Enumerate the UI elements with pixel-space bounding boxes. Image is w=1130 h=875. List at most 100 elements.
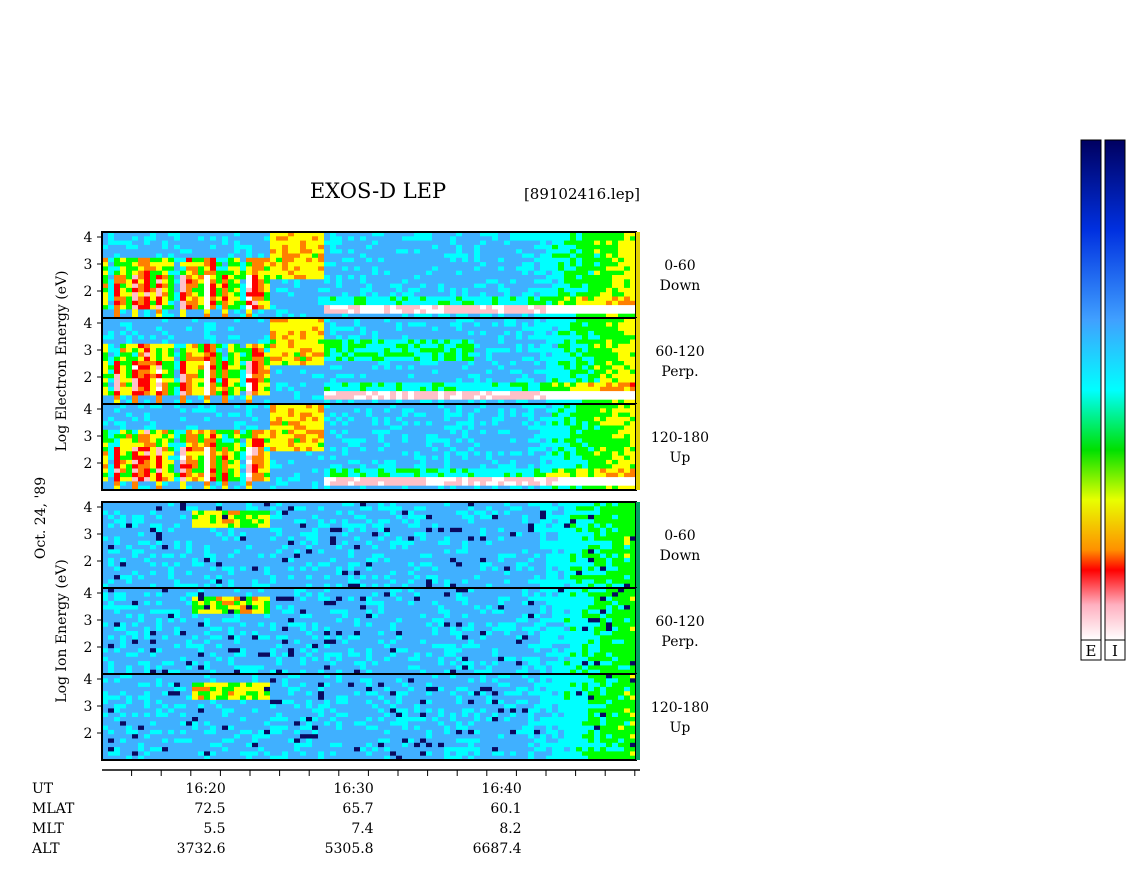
heatmap-cell: [570, 270, 577, 276]
heatmap-cell: [306, 292, 313, 297]
heatmap-cell: [426, 270, 433, 276]
heatmap-cell: [414, 287, 421, 293]
heatmap-cell: [480, 253, 487, 259]
heatmap-cell: [162, 236, 169, 241]
heatmap-cell: [552, 296, 559, 302]
heatmap-cell: [198, 391, 205, 396]
heatmap-cell: [270, 270, 277, 276]
heatmap-cell: [180, 270, 187, 276]
heatmap-cell: [276, 283, 283, 289]
heatmap-cell: [516, 472, 523, 478]
heatmap-cell: [168, 236, 175, 241]
heatmap-cell: [576, 322, 583, 327]
heatmap-cell: [258, 330, 265, 336]
heatmap-cell: [222, 330, 229, 336]
heatmap-cell: [450, 421, 457, 426]
heatmap-cell: [108, 361, 115, 366]
heatmap-cell: [318, 399, 325, 405]
heatmap-cell: [300, 468, 307, 474]
heatmap-cell: [342, 240, 349, 246]
heatmap-cell: [540, 365, 547, 370]
heatmap-cell: [300, 244, 307, 250]
heatmap-cell: [402, 464, 409, 469]
heatmap-cell: [186, 421, 193, 426]
heatmap-cell: [552, 348, 559, 353]
heatmap-cell: [624, 236, 631, 241]
heatmap-cell: [312, 408, 319, 413]
heatmap-cell: [426, 296, 433, 302]
heatmap-cell: [144, 464, 151, 469]
heatmap-cell: [570, 305, 577, 310]
heatmap-cell: [318, 421, 325, 426]
heatmap-cell: [528, 236, 535, 241]
heatmap-cell: [276, 300, 283, 306]
heatmap-cell: [240, 279, 247, 284]
heatmap-cell: [348, 257, 355, 263]
heatmap-cell: [114, 434, 121, 439]
heatmap-cell: [600, 373, 607, 379]
heatmap-cell: [390, 348, 397, 353]
heatmap-cell: [234, 270, 241, 276]
heatmap-cell: [318, 326, 325, 332]
heatmap-cell: [516, 232, 523, 237]
heatmap-cell: [216, 275, 223, 280]
heatmap-cell: [348, 425, 355, 431]
heatmap-cell: [204, 404, 211, 409]
heatmap-cell: [192, 429, 199, 435]
heatmap-cell: [180, 305, 187, 310]
heatmap-cell: [492, 391, 499, 396]
heatmap-cell: [192, 236, 199, 241]
heatmap-cell: [144, 455, 151, 461]
heatmap-cell: [222, 373, 229, 379]
heatmap-cell: [612, 287, 619, 293]
heatmap-cell: [210, 253, 217, 259]
heatmap-cell: [438, 421, 445, 426]
heatmap-cell: [156, 300, 163, 306]
heatmap-cell: [444, 455, 451, 461]
heatmap-cell: [186, 270, 193, 276]
heatmap-cell: [252, 447, 259, 452]
heatmap-cell: [102, 339, 109, 345]
heatmap-cell: [312, 339, 319, 345]
heatmap-cell: [354, 477, 361, 482]
heatmap-cell: [246, 434, 253, 439]
heatmap-cell: [174, 425, 181, 431]
heatmap-cell: [444, 472, 451, 478]
heatmap-cell: [402, 283, 409, 289]
heatmap-cell: [270, 356, 277, 362]
heatmap-cell: [228, 270, 235, 276]
heatmap-cell: [156, 412, 163, 418]
heatmap-cell: [546, 399, 553, 405]
heatmap-cell: [510, 322, 517, 327]
heatmap-cell: [306, 236, 313, 241]
heatmap-cell: [198, 382, 205, 388]
heatmap-cell: [276, 391, 283, 396]
heatmap-cell: [408, 318, 415, 323]
heatmap-cell: [450, 275, 457, 280]
heatmap-cell: [282, 244, 289, 250]
heatmap-cell: [108, 468, 115, 474]
heatmap-cell: [480, 404, 487, 409]
heatmap-cell: [324, 459, 331, 465]
heatmap-cell: [324, 464, 331, 469]
heatmap-cell: [618, 232, 625, 237]
heatmap-cell: [546, 305, 553, 310]
heatmap-cell: [192, 249, 199, 254]
heatmap-cell: [534, 266, 541, 272]
heatmap-cell: [216, 326, 223, 332]
heatmap-cell: [396, 391, 403, 396]
heatmap-cell: [210, 382, 217, 388]
heatmap-cell: [594, 249, 601, 254]
heatmap-cell: [564, 232, 571, 237]
heatmap-cell: [354, 421, 361, 426]
heatmap-cell: [306, 309, 313, 315]
heatmap-cell: [582, 378, 589, 383]
heatmap-cell: [240, 373, 247, 379]
heatmap-cell: [102, 365, 109, 370]
heatmap-cell: [402, 391, 409, 396]
heatmap-cell: [216, 425, 223, 431]
heatmap-cell: [204, 421, 211, 426]
heatmap-cell: [336, 477, 343, 482]
heatmap-cell: [246, 356, 253, 362]
heatmap-cell: [192, 416, 199, 422]
